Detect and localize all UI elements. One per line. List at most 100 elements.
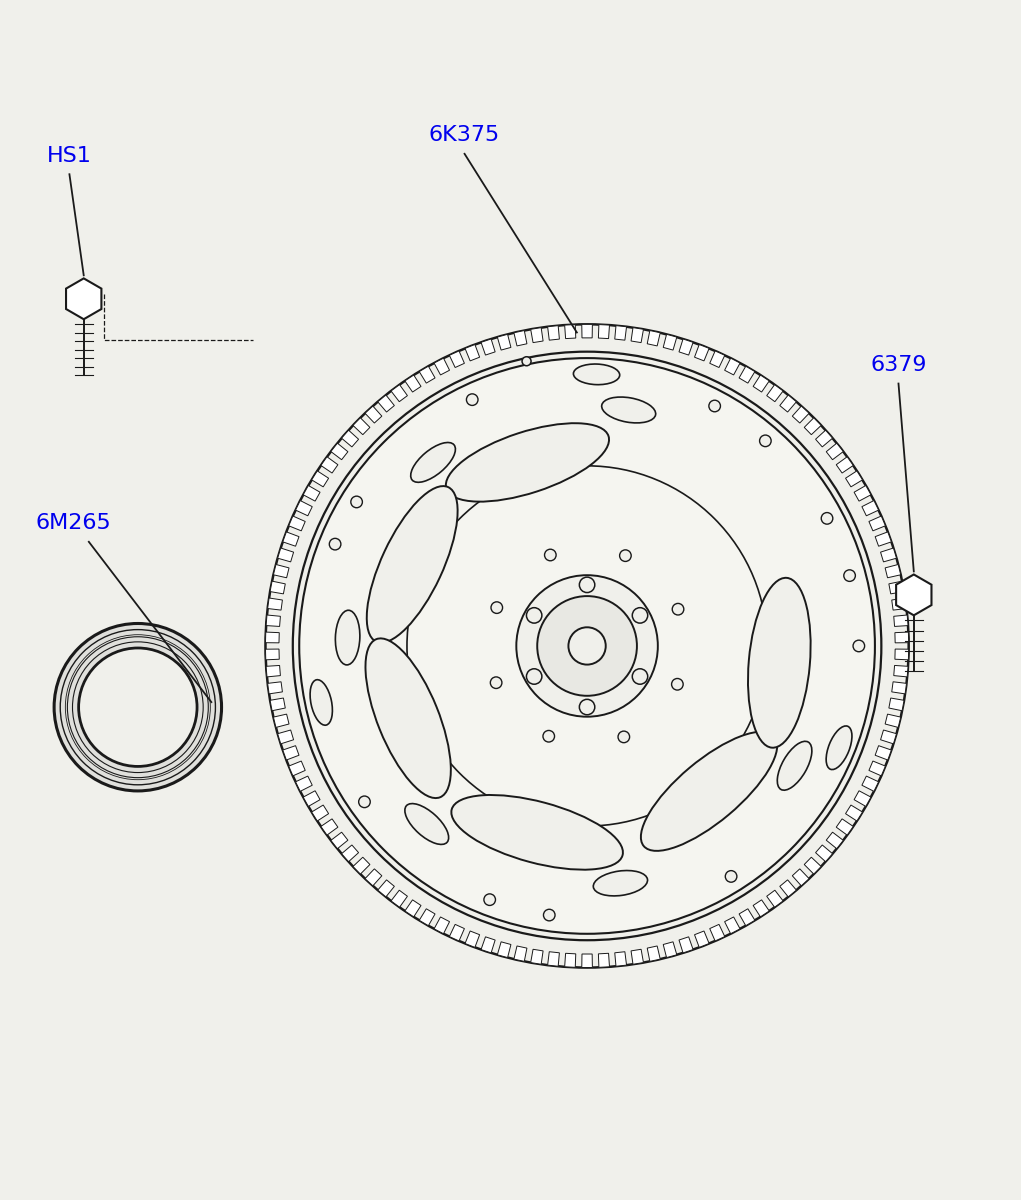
Polygon shape bbox=[271, 581, 285, 594]
Polygon shape bbox=[303, 791, 320, 806]
Polygon shape bbox=[880, 730, 896, 744]
Polygon shape bbox=[725, 358, 740, 374]
Circle shape bbox=[490, 677, 502, 689]
Polygon shape bbox=[869, 516, 885, 530]
Polygon shape bbox=[615, 952, 627, 966]
Polygon shape bbox=[792, 869, 809, 886]
Circle shape bbox=[854, 640, 865, 652]
Ellipse shape bbox=[451, 794, 623, 870]
Circle shape bbox=[760, 436, 771, 446]
Circle shape bbox=[632, 668, 647, 684]
Polygon shape bbox=[826, 443, 843, 460]
Polygon shape bbox=[710, 350, 725, 367]
Polygon shape bbox=[894, 649, 909, 660]
Polygon shape bbox=[331, 832, 348, 848]
Polygon shape bbox=[265, 632, 280, 643]
Polygon shape bbox=[353, 418, 370, 434]
Polygon shape bbox=[420, 366, 435, 383]
Polygon shape bbox=[739, 366, 755, 383]
Polygon shape bbox=[565, 953, 576, 967]
Polygon shape bbox=[449, 350, 465, 367]
Circle shape bbox=[725, 871, 737, 882]
Circle shape bbox=[491, 602, 502, 613]
Polygon shape bbox=[420, 908, 435, 925]
Polygon shape bbox=[869, 761, 885, 776]
Ellipse shape bbox=[777, 742, 812, 790]
Polygon shape bbox=[855, 791, 871, 806]
Polygon shape bbox=[289, 516, 305, 530]
Polygon shape bbox=[679, 937, 693, 953]
Polygon shape bbox=[321, 818, 338, 835]
Polygon shape bbox=[265, 649, 280, 660]
Polygon shape bbox=[514, 330, 527, 346]
Polygon shape bbox=[805, 857, 821, 874]
Polygon shape bbox=[434, 358, 449, 374]
Polygon shape bbox=[481, 338, 495, 355]
Circle shape bbox=[517, 575, 658, 716]
Circle shape bbox=[537, 596, 637, 696]
Ellipse shape bbox=[601, 397, 655, 422]
Polygon shape bbox=[875, 532, 891, 546]
Polygon shape bbox=[836, 457, 854, 473]
Text: 6379: 6379 bbox=[870, 355, 927, 376]
Polygon shape bbox=[891, 598, 907, 610]
Polygon shape bbox=[378, 880, 394, 896]
Ellipse shape bbox=[748, 578, 811, 748]
Circle shape bbox=[330, 539, 341, 550]
Polygon shape bbox=[889, 581, 904, 594]
Ellipse shape bbox=[641, 732, 777, 851]
Polygon shape bbox=[862, 500, 879, 516]
Polygon shape bbox=[289, 761, 305, 776]
Polygon shape bbox=[321, 457, 338, 473]
Polygon shape bbox=[434, 917, 449, 934]
Text: HS1: HS1 bbox=[47, 146, 92, 166]
Ellipse shape bbox=[335, 611, 359, 665]
Polygon shape bbox=[826, 832, 843, 848]
Polygon shape bbox=[647, 330, 661, 346]
Polygon shape bbox=[836, 818, 854, 835]
Text: car parts: car parts bbox=[436, 635, 585, 667]
Polygon shape bbox=[391, 385, 407, 402]
Circle shape bbox=[351, 496, 362, 508]
Text: 6K375: 6K375 bbox=[429, 126, 500, 145]
Polygon shape bbox=[274, 564, 289, 577]
Polygon shape bbox=[679, 338, 693, 355]
Polygon shape bbox=[885, 564, 901, 577]
Polygon shape bbox=[631, 328, 643, 343]
Polygon shape bbox=[615, 325, 627, 340]
Polygon shape bbox=[582, 324, 592, 338]
Polygon shape bbox=[278, 548, 294, 562]
Polygon shape bbox=[792, 406, 809, 424]
Polygon shape bbox=[331, 443, 348, 460]
Wedge shape bbox=[54, 624, 222, 791]
Polygon shape bbox=[805, 418, 821, 434]
Polygon shape bbox=[278, 730, 294, 744]
Polygon shape bbox=[855, 486, 871, 502]
Ellipse shape bbox=[405, 804, 448, 845]
Polygon shape bbox=[598, 953, 610, 967]
Polygon shape bbox=[531, 328, 543, 343]
Circle shape bbox=[620, 550, 631, 562]
Ellipse shape bbox=[366, 638, 451, 798]
Polygon shape bbox=[405, 376, 421, 392]
Polygon shape bbox=[598, 324, 610, 338]
Polygon shape bbox=[547, 325, 560, 340]
Polygon shape bbox=[845, 805, 863, 821]
Polygon shape bbox=[366, 406, 382, 424]
Polygon shape bbox=[631, 949, 643, 965]
Circle shape bbox=[569, 628, 605, 665]
Polygon shape bbox=[405, 900, 421, 917]
Polygon shape bbox=[366, 869, 382, 886]
Polygon shape bbox=[891, 682, 907, 694]
Circle shape bbox=[618, 731, 630, 743]
Polygon shape bbox=[295, 500, 312, 516]
Polygon shape bbox=[342, 845, 358, 862]
Polygon shape bbox=[481, 937, 495, 953]
Polygon shape bbox=[268, 682, 283, 694]
Circle shape bbox=[843, 570, 856, 581]
Polygon shape bbox=[283, 532, 299, 546]
Circle shape bbox=[672, 604, 684, 614]
Polygon shape bbox=[767, 385, 783, 402]
Ellipse shape bbox=[446, 424, 610, 502]
Circle shape bbox=[544, 550, 556, 560]
